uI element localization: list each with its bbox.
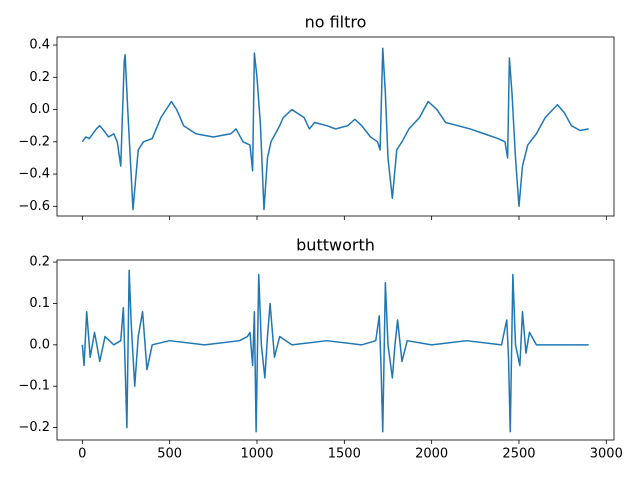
x-tick-label: 500 bbox=[157, 447, 182, 462]
y-tick-label: 0.2 bbox=[29, 70, 50, 85]
x-tick-label: 3000 bbox=[590, 447, 623, 462]
y-tick-label: 0.0 bbox=[29, 337, 50, 352]
axes-frame bbox=[56, 36, 615, 217]
y-tick-label: −0.1 bbox=[18, 379, 50, 394]
y-tick-label: −0.4 bbox=[18, 167, 50, 182]
x-tick-label: 2000 bbox=[415, 447, 448, 462]
y-tick-label: −0.2 bbox=[18, 420, 50, 435]
signal-line bbox=[81, 47, 589, 211]
x-tick-label: 0 bbox=[78, 447, 86, 462]
y-tick-label: −0.2 bbox=[18, 134, 50, 149]
y-tick-label: 0.1 bbox=[29, 296, 50, 311]
x-tick-label: 2500 bbox=[502, 447, 535, 462]
x-tick-label: 1000 bbox=[240, 447, 273, 462]
y-tick-label: −0.6 bbox=[18, 199, 50, 214]
y-tick-label: 0.4 bbox=[29, 38, 50, 53]
x-tick-label: 1500 bbox=[328, 447, 361, 462]
y-tick-label: 0.0 bbox=[29, 102, 50, 117]
axes-frame bbox=[56, 259, 615, 441]
signal-line bbox=[81, 269, 589, 433]
chart-title: buttworth bbox=[296, 236, 375, 255]
chart-title: no filtro bbox=[305, 13, 367, 32]
y-tick-label: 0.2 bbox=[29, 255, 50, 270]
